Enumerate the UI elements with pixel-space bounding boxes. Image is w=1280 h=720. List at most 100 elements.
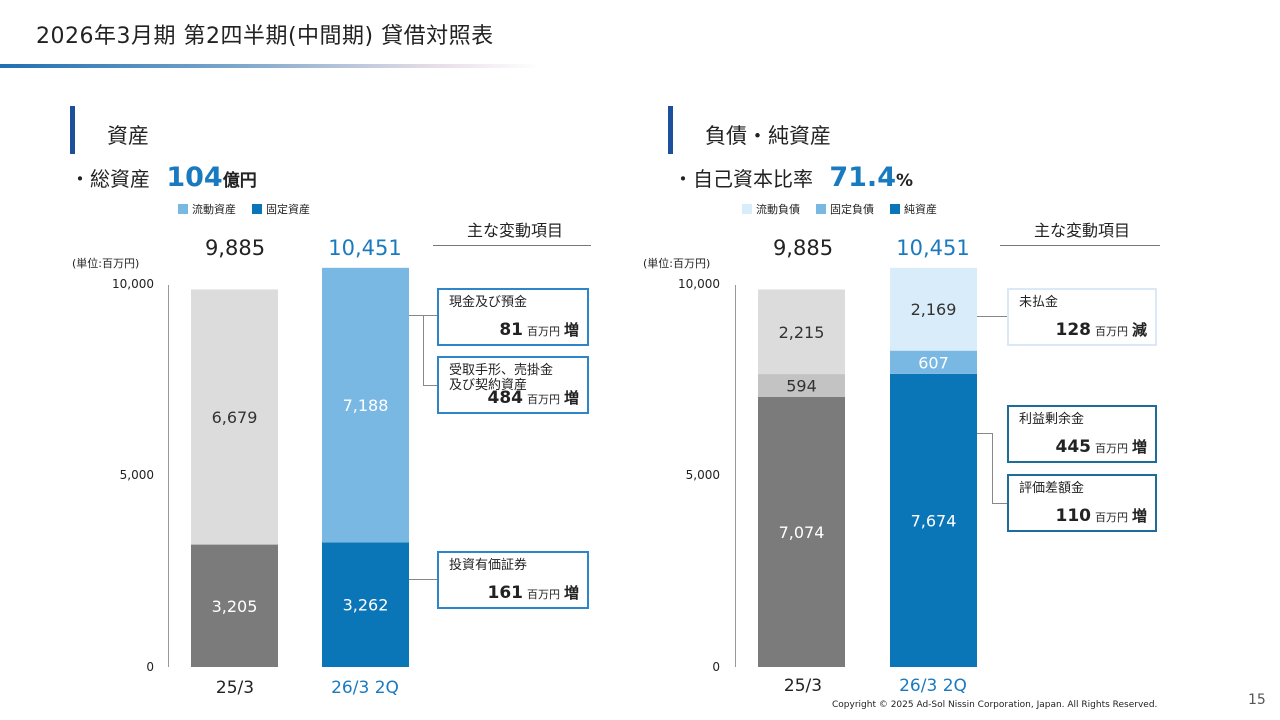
change-amount: 445 — [1055, 437, 1091, 457]
title-underline — [0, 64, 540, 68]
ytick-0: 0 — [146, 660, 154, 674]
kpi-value: 104 — [166, 162, 223, 193]
legend-swatch-current-liabilities — [742, 204, 752, 214]
change-amount: 161 — [487, 583, 523, 603]
change-amount: 81 — [499, 320, 523, 340]
bar-segment — [322, 542, 409, 667]
ytick-0: 0 — [712, 660, 720, 674]
bar-value-label: 594 — [786, 376, 817, 395]
copyright: Copyright © 2025 Ad-Sol Nissin Corporati… — [832, 700, 1158, 710]
change-label: 未払金 — [1019, 295, 1059, 310]
change-unit: 百万円 — [1094, 511, 1128, 524]
change-unit: 百万円 — [1094, 325, 1128, 338]
change-box-accounts-payable: 未払金 128 百万円減 — [1007, 288, 1157, 346]
bar-segment — [890, 373, 977, 667]
x-label-25-3: 25/3 — [215, 678, 255, 698]
change-direction: 減 — [1131, 321, 1147, 339]
legend-label-fixed-liabilities: 固定負債 — [830, 203, 874, 216]
change-box-valuation-difference: 評価差額金 110 百万円増 — [1007, 474, 1157, 532]
section-bar-liabilities — [668, 106, 673, 154]
change-label: 評価差額金 — [1019, 481, 1085, 496]
change-direction: 増 — [1131, 438, 1147, 456]
x-label-26-3-2q: 26/3 2Q — [899, 676, 967, 696]
page-title: 2026年3月期 第2四半期(中間期) 貸借対照表 — [36, 24, 494, 49]
change-label: 現金及び預金 — [449, 295, 528, 310]
bar-segment — [758, 289, 845, 375]
connector — [423, 315, 424, 385]
ytick-5000: 5,000 — [119, 468, 154, 482]
change-direction: 増 — [563, 389, 579, 407]
bar-value-label: 7,188 — [343, 396, 389, 415]
change-unit: 百万円 — [526, 588, 560, 601]
section-title-assets: 資産 — [107, 124, 149, 148]
bar-segment — [191, 289, 278, 545]
bar-value-label: 2,169 — [911, 300, 957, 319]
kpi-unit: % — [895, 171, 914, 191]
legend-label-current-liabilities: 流動負債 — [756, 203, 800, 216]
kpi-value: 71.4 — [829, 162, 896, 193]
change-box-receivables: 受取手形、売掛金 及び契約資産 484 百万円増 — [437, 356, 589, 414]
bar-value-label: 7,074 — [779, 523, 825, 542]
total-label-25-3: 9,885 — [772, 236, 834, 260]
change-unit: 百万円 — [526, 393, 560, 406]
bar-segment — [890, 267, 977, 351]
changes-rule-assets — [433, 245, 591, 246]
unit-label-assets: (単位:百万円) — [72, 257, 140, 270]
change-unit: 百万円 — [1094, 442, 1128, 455]
unit-label-liabilities: (単位:百万円) — [643, 257, 711, 270]
kpi-unit: 億円 — [222, 171, 257, 191]
connector — [409, 579, 438, 580]
change-box-cash: 現金及び預金 81 百万円増 — [437, 288, 589, 346]
legend-swatch-current-assets — [178, 204, 188, 214]
changes-header-assets: 主な変動項目 — [466, 221, 563, 240]
total-label-26-3-2q: 10,451 — [896, 236, 970, 260]
change-direction: 増 — [563, 321, 579, 339]
legend-swatch-fixed-assets — [252, 204, 262, 214]
change-direction: 増 — [563, 584, 579, 602]
bar-value-label: 6,679 — [212, 408, 258, 427]
change-amount: 484 — [487, 388, 523, 408]
connector — [423, 385, 438, 386]
kpi-total-assets: ・総資産 104億円 — [70, 162, 257, 193]
legend-label-net-assets: 純資産 — [904, 203, 937, 216]
bar-segment — [758, 374, 845, 397]
change-amount: 128 — [1055, 320, 1091, 340]
change-box-securities: 投資有価証券 161 百万円増 — [437, 551, 589, 609]
kpi-label: ・自己資本比率 — [673, 167, 813, 191]
kpi-equity-ratio: ・自己資本比率 71.4% — [673, 162, 913, 193]
bar-value-label: 3,205 — [212, 597, 258, 616]
change-box-retained-earnings: 利益剰余金 445 百万円増 — [1007, 405, 1157, 463]
bar-value-label: 607 — [918, 353, 949, 372]
y-axis-assets — [168, 285, 169, 667]
legend-assets: 流動資産 固定資産 — [178, 201, 310, 217]
page-number: 15 — [1248, 692, 1266, 708]
change-unit: 百万円 — [526, 325, 560, 338]
bar-value-label: 3,262 — [343, 596, 389, 615]
bar-value-label: 7,674 — [911, 511, 957, 530]
connector — [977, 433, 993, 434]
bar-segment — [322, 267, 409, 543]
change-amount: 110 — [1055, 506, 1091, 526]
change-direction: 増 — [1131, 507, 1147, 525]
legend-label-current-assets: 流動資産 — [192, 203, 236, 216]
section-bar-assets — [70, 106, 75, 154]
y-axis-liabilities — [735, 285, 736, 667]
connector — [977, 316, 1008, 317]
connector — [992, 503, 1008, 504]
legend-liabilities: 流動負債 固定負債 純資産 — [742, 201, 937, 217]
bar-segment — [758, 396, 845, 667]
total-label-26-3-2q: 10,451 — [328, 236, 402, 260]
change-label: 受取手形、売掛金 及び契約資産 — [449, 363, 554, 393]
x-label-26-3-2q: 26/3 2Q — [331, 678, 399, 698]
kpi-label: ・総資産 — [70, 167, 150, 191]
change-label: 利益剰余金 — [1019, 412, 1085, 427]
change-label: 投資有価証券 — [449, 558, 528, 573]
total-label-25-3: 9,885 — [204, 236, 266, 260]
legend-swatch-fixed-liabilities — [816, 204, 826, 214]
changes-header-liabilities: 主な変動項目 — [1033, 221, 1130, 240]
ytick-10000: 10,000 — [678, 277, 720, 291]
bar-value-label: 2,215 — [779, 323, 825, 342]
bar-segment — [191, 544, 278, 667]
